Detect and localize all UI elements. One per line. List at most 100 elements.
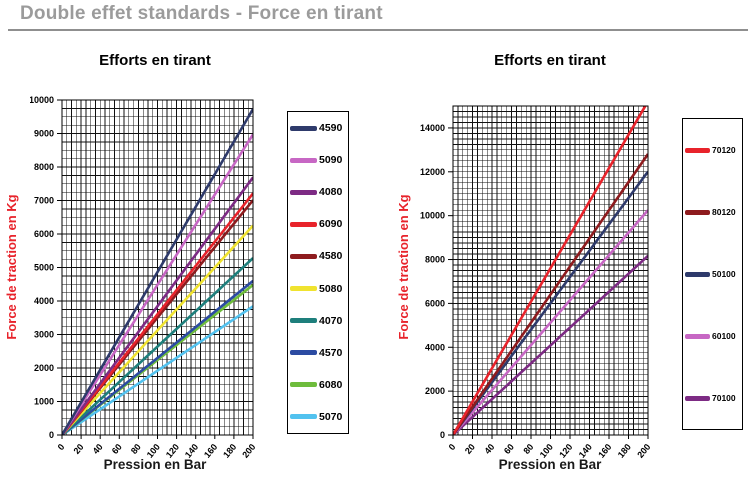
legend-swatch: [685, 209, 710, 215]
legend-item-4580: 4580: [288, 250, 348, 262]
legend-swatch: [290, 414, 317, 420]
legend-label: 4070: [319, 314, 343, 327]
legend-item-4070: 4070: [288, 315, 348, 327]
series-line-4590: [62, 108, 253, 435]
legend-item-6080: 6080: [288, 379, 348, 391]
y-tick-label: 3000: [34, 330, 54, 340]
left-chart-legend: 4590 5090 4080 6090 4580 5080 4070 4570 6080 5070: [287, 111, 349, 434]
legend-label: 60100: [712, 331, 736, 341]
legend-item-4570: 4570: [288, 347, 348, 359]
series-lines: [62, 108, 253, 435]
y-tick-label: 5000: [34, 263, 54, 273]
legend-label: 4570: [319, 346, 343, 359]
legend-swatch: [290, 125, 317, 131]
y-tick-label: 4000: [425, 342, 445, 352]
legend-swatch: [685, 271, 710, 277]
legend-swatch: [290, 382, 317, 388]
legend-item-70100: 70100: [683, 393, 742, 403]
legend-swatch: [685, 395, 710, 401]
right-chart-plot: 0 2000 4000 6000 8000 10000 12000 14000 0 20 40 60 8…: [420, 105, 653, 460]
y-tick-label: 2000: [425, 386, 445, 396]
legend-swatch: [290, 253, 317, 259]
left-chart-title: Efforts en tirant: [99, 52, 211, 69]
legend-item-50100: 50100: [683, 269, 742, 279]
x-tick-label: 80: [129, 442, 143, 456]
y-tick-label: 14000: [420, 123, 445, 133]
left-chart-plot: 0 1000 2000 3000 4000 5000 6000 7000 8000 9000 100…: [30, 95, 258, 460]
x-tick-label: 60: [110, 442, 124, 456]
x-tick-label: 0: [447, 442, 458, 452]
y-tick-label: 0: [49, 430, 54, 440]
series-line-80120: [453, 153, 648, 435]
legend-swatch: [685, 333, 710, 339]
legend-item-60100: 60100: [683, 331, 742, 341]
series-lines: [453, 106, 648, 435]
series-line-70120: [453, 106, 647, 435]
left-chart-y-axis-label: Force de traction en Kg: [4, 194, 19, 340]
series-line-5080: [62, 224, 253, 435]
series-line-70100: [453, 254, 648, 435]
legend-item-5070: 5070: [288, 411, 348, 423]
x-tick-label: 40: [482, 442, 496, 456]
x-tick-label: 0: [56, 442, 67, 452]
legend-label: 50100: [712, 269, 736, 279]
legend-item-80120: 80120: [683, 207, 742, 217]
series-line-4080: [62, 176, 253, 435]
y-tick-label: 9000: [34, 129, 54, 139]
legend-item-4590: 4590: [288, 122, 348, 134]
header-divider: [8, 29, 748, 31]
legend-label: 70120: [712, 145, 736, 155]
legend-item-70120: 70120: [683, 145, 742, 155]
legend-swatch: [290, 157, 317, 163]
legend-label: 4580: [319, 250, 343, 263]
y-tick-label: 10000: [420, 211, 445, 221]
x-tick-label: 60: [502, 442, 516, 456]
x-tick-label: 40: [91, 442, 105, 456]
y-tick-label: 10000: [30, 95, 54, 105]
legend-label: 70100: [712, 393, 736, 403]
series-line-4570: [62, 279, 253, 435]
legend-item-6090: 6090: [288, 218, 348, 230]
x-tick-label: 20: [463, 442, 477, 456]
series-line-5070: [62, 305, 253, 435]
legend-label: 4080: [319, 186, 343, 199]
x-tick-label: 80: [521, 442, 535, 456]
legend-swatch: [290, 286, 317, 292]
x-tick-label: 20: [72, 442, 86, 456]
legend-swatch: [290, 318, 317, 324]
y-tick-label: 8000: [425, 255, 445, 265]
right-chart-legend: 70120 80120 50100 60100 70100: [682, 118, 743, 430]
legend-swatch: [685, 147, 710, 153]
y-tick-label: 2000: [34, 363, 54, 373]
legend-label: 80120: [712, 207, 736, 217]
legend-swatch: [290, 189, 317, 195]
right-chart-y-axis-label: Force de traction en Kg: [396, 194, 411, 340]
legend-label: 4590: [319, 122, 343, 135]
series-line-50100: [453, 170, 648, 435]
series-line-4070: [62, 257, 253, 435]
legend-swatch: [290, 221, 317, 227]
legend-item-4080: 4080: [288, 186, 348, 198]
series-line-6090: [62, 192, 253, 435]
legend-label: 5080: [319, 282, 343, 295]
y-tick-label: 8000: [34, 162, 54, 172]
y-tick-label: 7000: [34, 196, 54, 206]
page-title: Double effet standards - Force en tirant: [20, 3, 383, 24]
legend-label: 5090: [319, 154, 343, 167]
series-line-60100: [453, 209, 648, 435]
y-tick-label: 1000: [34, 397, 54, 407]
y-tick-label: 0: [440, 430, 445, 440]
legend-label: 5070: [319, 410, 343, 423]
left-chart-x-axis-label: Pression en Bar: [103, 457, 207, 472]
legend-item-5090: 5090: [288, 154, 348, 166]
legend-swatch: [290, 350, 317, 356]
y-tick-label: 6000: [34, 229, 54, 239]
series-line-5090: [62, 133, 253, 435]
legend-item-5080: 5080: [288, 283, 348, 295]
y-tick-label: 12000: [420, 167, 445, 177]
legend-label: 6090: [319, 218, 343, 231]
right-chart-title: Efforts en tirant: [494, 52, 606, 69]
legend-label: 6080: [319, 378, 343, 391]
y-tick-label: 6000: [425, 298, 445, 308]
y-tick-label: 4000: [34, 296, 54, 306]
